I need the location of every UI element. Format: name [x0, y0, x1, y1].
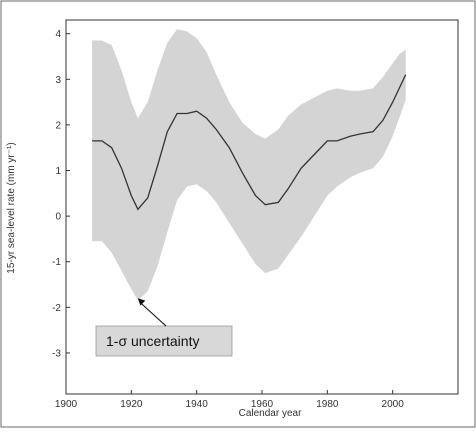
y-tick-label: 1	[55, 166, 61, 177]
x-tick-label: 1960	[251, 399, 274, 410]
x-tick-label: 2000	[382, 399, 405, 410]
x-tick-label: 1900	[55, 399, 78, 410]
y-axis-label: 15-yr sea-level rate (mm yr⁻¹)	[6, 142, 17, 273]
y-tick-label: 4	[55, 29, 61, 40]
x-tick-label: 1980	[316, 399, 339, 410]
x-axis-label: Calendar year	[239, 408, 302, 419]
y-tick-label: 0	[55, 212, 61, 223]
x-tick-label: 1940	[186, 399, 209, 410]
uncertainty-band	[92, 29, 406, 301]
y-tick-label: -3	[52, 348, 61, 359]
annotation-arrowhead	[137, 298, 146, 306]
y-tick-label: 2	[55, 120, 61, 131]
y-tick-label: -2	[52, 303, 61, 314]
x-tick-label: 1920	[120, 399, 143, 410]
annotation-box	[95, 325, 233, 357]
annotation-arrow-line	[139, 301, 167, 327]
annotation-label: 1-σ uncertainty	[106, 333, 199, 349]
sea-level-rate-line	[92, 74, 407, 211]
y-tick-label: 3	[55, 75, 61, 86]
y-tick-label: -1	[52, 257, 61, 268]
